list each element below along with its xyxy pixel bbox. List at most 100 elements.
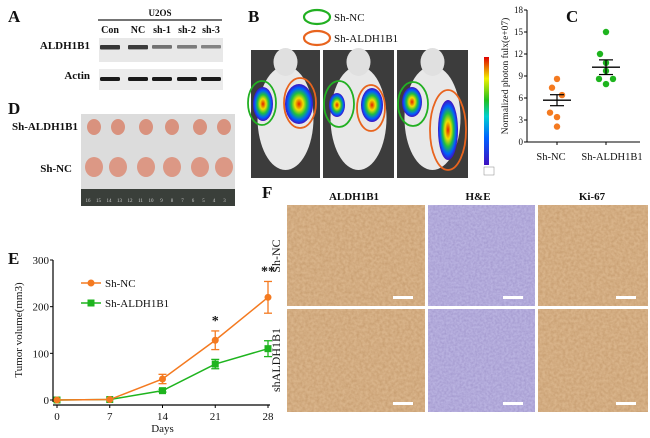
band-actin bbox=[128, 77, 148, 81]
data-point-sh-aldh1b1 bbox=[602, 80, 610, 88]
y-tick-label: 200 bbox=[33, 302, 50, 314]
tumor-sh-nc bbox=[137, 157, 155, 177]
data-point bbox=[264, 345, 272, 353]
ihc-texture bbox=[428, 309, 535, 412]
x-tick-label: 14 bbox=[157, 411, 169, 423]
ruler-mark: 7 bbox=[181, 199, 184, 204]
legend-label-sh-aldh1b1: Sh-ALDH1B1 bbox=[334, 33, 398, 45]
tumor-sh-nc bbox=[215, 157, 233, 177]
row-label-sh-nc: Sh-NC bbox=[269, 239, 283, 272]
x-tick-label: 7 bbox=[107, 411, 113, 423]
ruler-mark: 13 bbox=[117, 199, 123, 204]
x-tick-label: 28 bbox=[263, 411, 275, 423]
panel-label-c: C bbox=[566, 7, 578, 26]
data-point-sh-nc bbox=[553, 75, 561, 83]
sh-nc-ring bbox=[323, 80, 355, 128]
tumor-sh-aldh1b1 bbox=[111, 119, 125, 135]
ruler-mark: 4 bbox=[213, 199, 216, 204]
lane-label: NC bbox=[131, 25, 145, 36]
x-axis-label: Days bbox=[151, 423, 174, 435]
lane-label: sh-3 bbox=[202, 25, 220, 36]
band-aldh1b1 bbox=[128, 45, 148, 50]
legend-marker bbox=[87, 299, 95, 307]
row-label-aldh1b1: ALDH1B1 bbox=[40, 40, 90, 52]
color-scale-legend bbox=[483, 166, 495, 176]
ihc-texture bbox=[287, 205, 425, 306]
scale-bar bbox=[616, 402, 636, 405]
data-point-sh-aldh1b1 bbox=[595, 75, 603, 83]
significance-marker: * bbox=[212, 314, 219, 329]
band-aldh1b1 bbox=[100, 45, 120, 50]
sh-nc-ring bbox=[397, 81, 429, 127]
ruler-mark: 5 bbox=[202, 199, 205, 204]
data-point bbox=[106, 396, 114, 404]
column-header-ki67: Ki-67 bbox=[579, 191, 606, 203]
y-tick-label: 12 bbox=[514, 49, 523, 59]
significance-marker: ** bbox=[261, 264, 275, 279]
panel-label-f: F bbox=[262, 183, 272, 202]
ihc-texture bbox=[538, 205, 648, 306]
ruler-mark: 11 bbox=[138, 199, 143, 204]
cell-line-label: U2OS bbox=[148, 8, 171, 18]
band-actin bbox=[201, 77, 221, 81]
lane-label: sh-1 bbox=[153, 25, 171, 36]
mouse-head bbox=[273, 48, 298, 76]
ihc-texture bbox=[538, 309, 648, 412]
column-header-he: H&E bbox=[465, 191, 490, 203]
sh-nc-ring bbox=[247, 80, 277, 126]
luminescence-signal bbox=[253, 87, 273, 121]
y-tick-label: 6 bbox=[519, 93, 524, 103]
data-point-sh-aldh1b1 bbox=[609, 75, 617, 83]
ruler-mark: 3 bbox=[223, 199, 226, 204]
column-header-aldh1b1: ALDH1B1 bbox=[329, 191, 379, 203]
y-axis-label: Normalized photon fulx(e+07) bbox=[500, 18, 511, 135]
data-point-sh-aldh1b1 bbox=[602, 28, 610, 36]
series-line-sh-nc bbox=[56, 296, 269, 401]
ruler-mark: 16 bbox=[86, 199, 92, 204]
scale-bar bbox=[503, 296, 523, 299]
y-tick-label: 18 bbox=[514, 5, 524, 15]
y-tick-label: 0 bbox=[519, 137, 524, 147]
lane-label: Con bbox=[101, 25, 119, 36]
tumor-sh-aldh1b1 bbox=[193, 119, 207, 135]
scale-bar bbox=[393, 402, 413, 405]
panel-label-e: E bbox=[8, 249, 19, 268]
ihc-texture bbox=[287, 309, 425, 412]
tumor-sh-aldh1b1 bbox=[165, 119, 179, 135]
data-point bbox=[159, 387, 166, 395]
data-point-sh-nc bbox=[553, 123, 561, 130]
band-actin bbox=[177, 77, 197, 81]
ruler-mark: 14 bbox=[107, 199, 113, 204]
data-point-sh-aldh1b1 bbox=[596, 50, 604, 58]
legend-marker bbox=[87, 279, 95, 287]
panel-e-chart: 0 100 200 300 0 7 14 21 28 Days Tumor volume(mm3) S… bbox=[13, 255, 275, 435]
data-point bbox=[211, 336, 219, 344]
row-label-sh-nc: Sh-NC bbox=[40, 163, 72, 175]
y-tick-label: 9 bbox=[519, 71, 524, 81]
legend-ellipse-sh-nc bbox=[302, 8, 332, 26]
luminescence-signal bbox=[438, 100, 458, 160]
sh-aldh1b1-ring bbox=[356, 84, 386, 132]
data-point bbox=[159, 375, 166, 383]
band-actin bbox=[100, 77, 120, 81]
data-point-sh-nc bbox=[553, 113, 561, 121]
y-tick-label: 100 bbox=[33, 348, 50, 360]
panel-a-western-blot: U2OS Con NC sh-1 sh-2 sh-3 ALDH1B1 Actin bbox=[40, 8, 223, 90]
tumor-sh-aldh1b1 bbox=[217, 119, 231, 135]
color-scale-bar bbox=[484, 57, 489, 165]
x-tick-label: 0 bbox=[54, 411, 60, 423]
tumor-sh-nc bbox=[85, 157, 103, 177]
y-tick-label: 3 bbox=[519, 115, 524, 125]
data-point bbox=[53, 396, 61, 404]
y-axis-label: Tumor volume(mm3) bbox=[13, 282, 25, 378]
legend-label: Sh-ALDH1B1 bbox=[105, 298, 169, 310]
ruler-mark: 12 bbox=[128, 199, 134, 204]
y-tick-label: 0 bbox=[44, 395, 50, 407]
ruler-mark: 6 bbox=[192, 199, 195, 204]
tumor-sh-aldh1b1 bbox=[87, 119, 101, 135]
mouse-head bbox=[346, 48, 371, 76]
band-aldh1b1 bbox=[152, 45, 172, 49]
luminescence-signal bbox=[402, 87, 422, 117]
